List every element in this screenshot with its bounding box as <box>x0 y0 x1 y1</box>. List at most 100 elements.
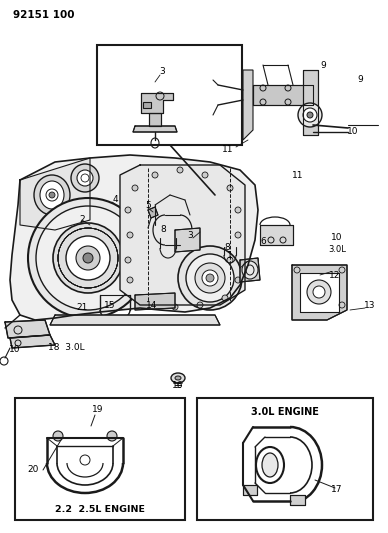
Text: 1: 1 <box>227 251 233 260</box>
Polygon shape <box>5 320 50 338</box>
Ellipse shape <box>235 277 241 283</box>
Ellipse shape <box>71 164 99 192</box>
Polygon shape <box>20 158 90 230</box>
Text: 4: 4 <box>112 196 118 205</box>
Polygon shape <box>243 70 253 140</box>
Ellipse shape <box>127 277 133 283</box>
Ellipse shape <box>195 263 225 293</box>
Text: 3: 3 <box>159 68 165 77</box>
Text: 10: 10 <box>9 345 21 354</box>
Text: 3: 3 <box>187 230 193 239</box>
Text: 13: 13 <box>364 301 376 310</box>
Ellipse shape <box>177 167 183 173</box>
Polygon shape <box>10 335 55 348</box>
Text: 10: 10 <box>331 232 343 241</box>
Ellipse shape <box>235 207 241 213</box>
Ellipse shape <box>107 431 117 441</box>
Ellipse shape <box>262 453 278 477</box>
Ellipse shape <box>298 103 322 127</box>
Polygon shape <box>260 225 293 245</box>
Text: 6: 6 <box>260 238 266 246</box>
Text: 11: 11 <box>222 146 234 155</box>
Polygon shape <box>149 113 161 126</box>
Bar <box>15 398 185 520</box>
Text: 11: 11 <box>292 171 304 180</box>
Ellipse shape <box>227 185 233 191</box>
Polygon shape <box>292 265 347 320</box>
Ellipse shape <box>125 207 131 213</box>
Ellipse shape <box>127 232 133 238</box>
Text: 15: 15 <box>104 301 116 310</box>
Text: 21: 21 <box>76 303 88 312</box>
Ellipse shape <box>83 253 93 263</box>
Polygon shape <box>243 485 257 495</box>
Ellipse shape <box>175 376 181 380</box>
Ellipse shape <box>152 172 158 178</box>
Text: 5: 5 <box>145 200 151 209</box>
Ellipse shape <box>197 302 203 308</box>
Ellipse shape <box>313 286 325 298</box>
Text: 12: 12 <box>329 271 341 279</box>
Ellipse shape <box>76 246 100 270</box>
Text: 2.2  2.5L ENGINE: 2.2 2.5L ENGINE <box>55 505 145 514</box>
Text: 17: 17 <box>331 486 343 495</box>
Polygon shape <box>303 70 318 135</box>
Polygon shape <box>50 315 220 325</box>
Ellipse shape <box>172 304 178 310</box>
Ellipse shape <box>303 108 317 122</box>
Ellipse shape <box>227 257 233 263</box>
Text: 8: 8 <box>224 244 230 253</box>
Ellipse shape <box>235 232 241 238</box>
Polygon shape <box>253 85 313 105</box>
Ellipse shape <box>307 112 313 118</box>
Polygon shape <box>143 102 151 108</box>
Ellipse shape <box>77 170 93 186</box>
Polygon shape <box>148 207 158 218</box>
Ellipse shape <box>40 181 64 209</box>
Ellipse shape <box>202 172 208 178</box>
Ellipse shape <box>137 295 143 301</box>
Text: 3.0L ENGINE: 3.0L ENGINE <box>251 407 319 417</box>
Ellipse shape <box>186 254 234 302</box>
Ellipse shape <box>171 373 185 383</box>
Text: 3.0L: 3.0L <box>328 245 346 254</box>
Text: 2: 2 <box>79 215 85 224</box>
Text: 9: 9 <box>320 61 326 69</box>
Ellipse shape <box>132 185 138 191</box>
Ellipse shape <box>66 236 110 280</box>
Bar <box>197 398 373 520</box>
Ellipse shape <box>178 246 242 310</box>
Text: 9: 9 <box>357 76 363 85</box>
Polygon shape <box>175 228 200 252</box>
Text: 19: 19 <box>92 406 104 415</box>
Ellipse shape <box>307 280 331 304</box>
Polygon shape <box>135 293 175 310</box>
Ellipse shape <box>242 261 258 279</box>
Ellipse shape <box>34 175 70 215</box>
Polygon shape <box>120 165 245 305</box>
Text: 14: 14 <box>146 301 158 310</box>
Bar <box>97 45 242 145</box>
Polygon shape <box>141 93 173 113</box>
Ellipse shape <box>53 431 63 441</box>
Polygon shape <box>133 126 177 132</box>
Ellipse shape <box>53 223 123 293</box>
Ellipse shape <box>256 447 284 483</box>
Text: 8: 8 <box>160 225 166 235</box>
Polygon shape <box>290 495 305 505</box>
Ellipse shape <box>28 198 148 318</box>
Polygon shape <box>10 155 258 320</box>
Polygon shape <box>240 258 260 282</box>
Ellipse shape <box>222 295 228 301</box>
Text: 92151 100: 92151 100 <box>13 10 74 20</box>
Ellipse shape <box>125 257 131 263</box>
Ellipse shape <box>202 270 218 286</box>
Polygon shape <box>300 273 339 312</box>
Text: 20: 20 <box>27 465 39 474</box>
Ellipse shape <box>206 274 214 282</box>
Ellipse shape <box>36 206 140 310</box>
Text: 18  3.0L: 18 3.0L <box>48 343 85 352</box>
Ellipse shape <box>152 302 158 308</box>
Text: 16: 16 <box>172 381 184 390</box>
Text: 10: 10 <box>347 127 359 136</box>
